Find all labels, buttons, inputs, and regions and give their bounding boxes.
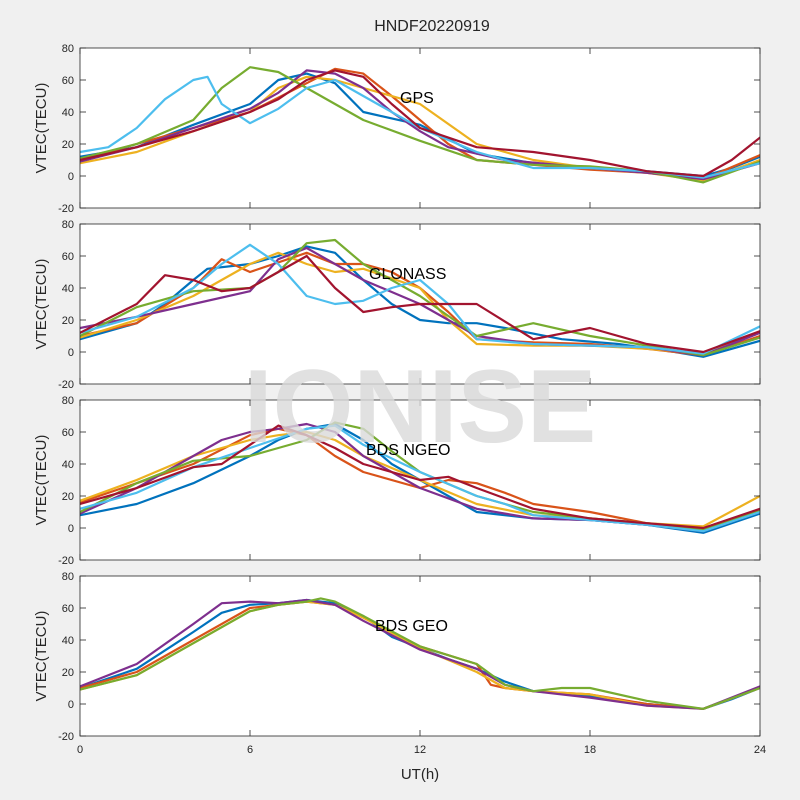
y-tick-label: 0 [68, 699, 74, 711]
panel-gps: -20 0 20 40 60 80 VTEC(TECU) GPS [33, 43, 761, 215]
series-line-1 [80, 245, 760, 358]
series-line-4 [80, 598, 760, 710]
y-tick-label: -20 [58, 379, 74, 391]
y-tick-label: 60 [62, 603, 74, 615]
y-tick-label: 80 [62, 43, 74, 55]
panel-annotation: BDS NGEO [366, 442, 450, 459]
y-tick-label: 0 [68, 347, 74, 359]
panel-annotation: GLONASS [369, 266, 446, 283]
series-line-6 [80, 243, 760, 355]
x-axis-label: UT(h) [401, 766, 439, 783]
y-tick-label: -20 [58, 203, 74, 215]
panel-glonass: -20 0 20 40 60 80 VTEC(TECU) GLONASS [33, 219, 761, 391]
y-tick-label: 20 [62, 667, 74, 679]
y-axis-label: VTEC(TECU) [33, 259, 50, 350]
panel-annotation: GPS [400, 90, 434, 107]
series-group [80, 421, 760, 534]
x-tick-label: 24 [754, 744, 766, 756]
y-axis-label: VTEC(TECU) [33, 83, 50, 174]
y-axis-label: VTEC(TECU) [33, 611, 50, 702]
series-line-6 [80, 424, 760, 533]
figure-title: HNDF20220919 [374, 18, 490, 35]
y-tick-label: -20 [58, 555, 74, 567]
x-tick-label: 6 [247, 744, 253, 756]
y-tick-label: -20 [58, 731, 74, 743]
x-tick-label: 18 [584, 744, 596, 756]
series-line-7 [80, 254, 760, 354]
y-tick-label: 40 [62, 283, 74, 295]
y-tick-label: 60 [62, 251, 74, 263]
y-tick-label: 20 [62, 139, 74, 151]
series-line-7 [80, 424, 760, 530]
y-tick-label: 80 [62, 395, 74, 407]
panel-annotation: BDS GEO [375, 618, 448, 635]
y-tick-label: 40 [62, 107, 74, 119]
series-line-5 [80, 238, 760, 357]
y-tick-label: 20 [62, 315, 74, 327]
y-tick-label: 0 [68, 171, 74, 183]
y-tick-label: 60 [62, 427, 74, 439]
series-line-6 [80, 75, 760, 179]
y-tick-label: 40 [62, 459, 74, 471]
y-tick-label: 0 [68, 523, 74, 535]
plot-area [80, 576, 760, 736]
y-tick-label: 80 [62, 219, 74, 231]
series-line-5 [80, 597, 760, 710]
series-group [80, 597, 760, 710]
series-line-7 [80, 69, 760, 178]
y-tick-label: 80 [62, 571, 74, 583]
x-tick-label: 0 [77, 744, 83, 756]
watermark: IONISE [244, 349, 597, 465]
y-tick-label: 40 [62, 635, 74, 647]
y-axis-label: VTEC(TECU) [33, 435, 50, 526]
x-tick-label: 12 [414, 744, 426, 756]
series-group [80, 66, 760, 184]
y-tick-label: 60 [62, 75, 74, 87]
panel-bds-ngeo: -20 0 20 40 60 80 VTEC(TECU) BDS NGEO [33, 395, 761, 567]
y-tick-label: 20 [62, 491, 74, 503]
series-group [80, 238, 760, 358]
